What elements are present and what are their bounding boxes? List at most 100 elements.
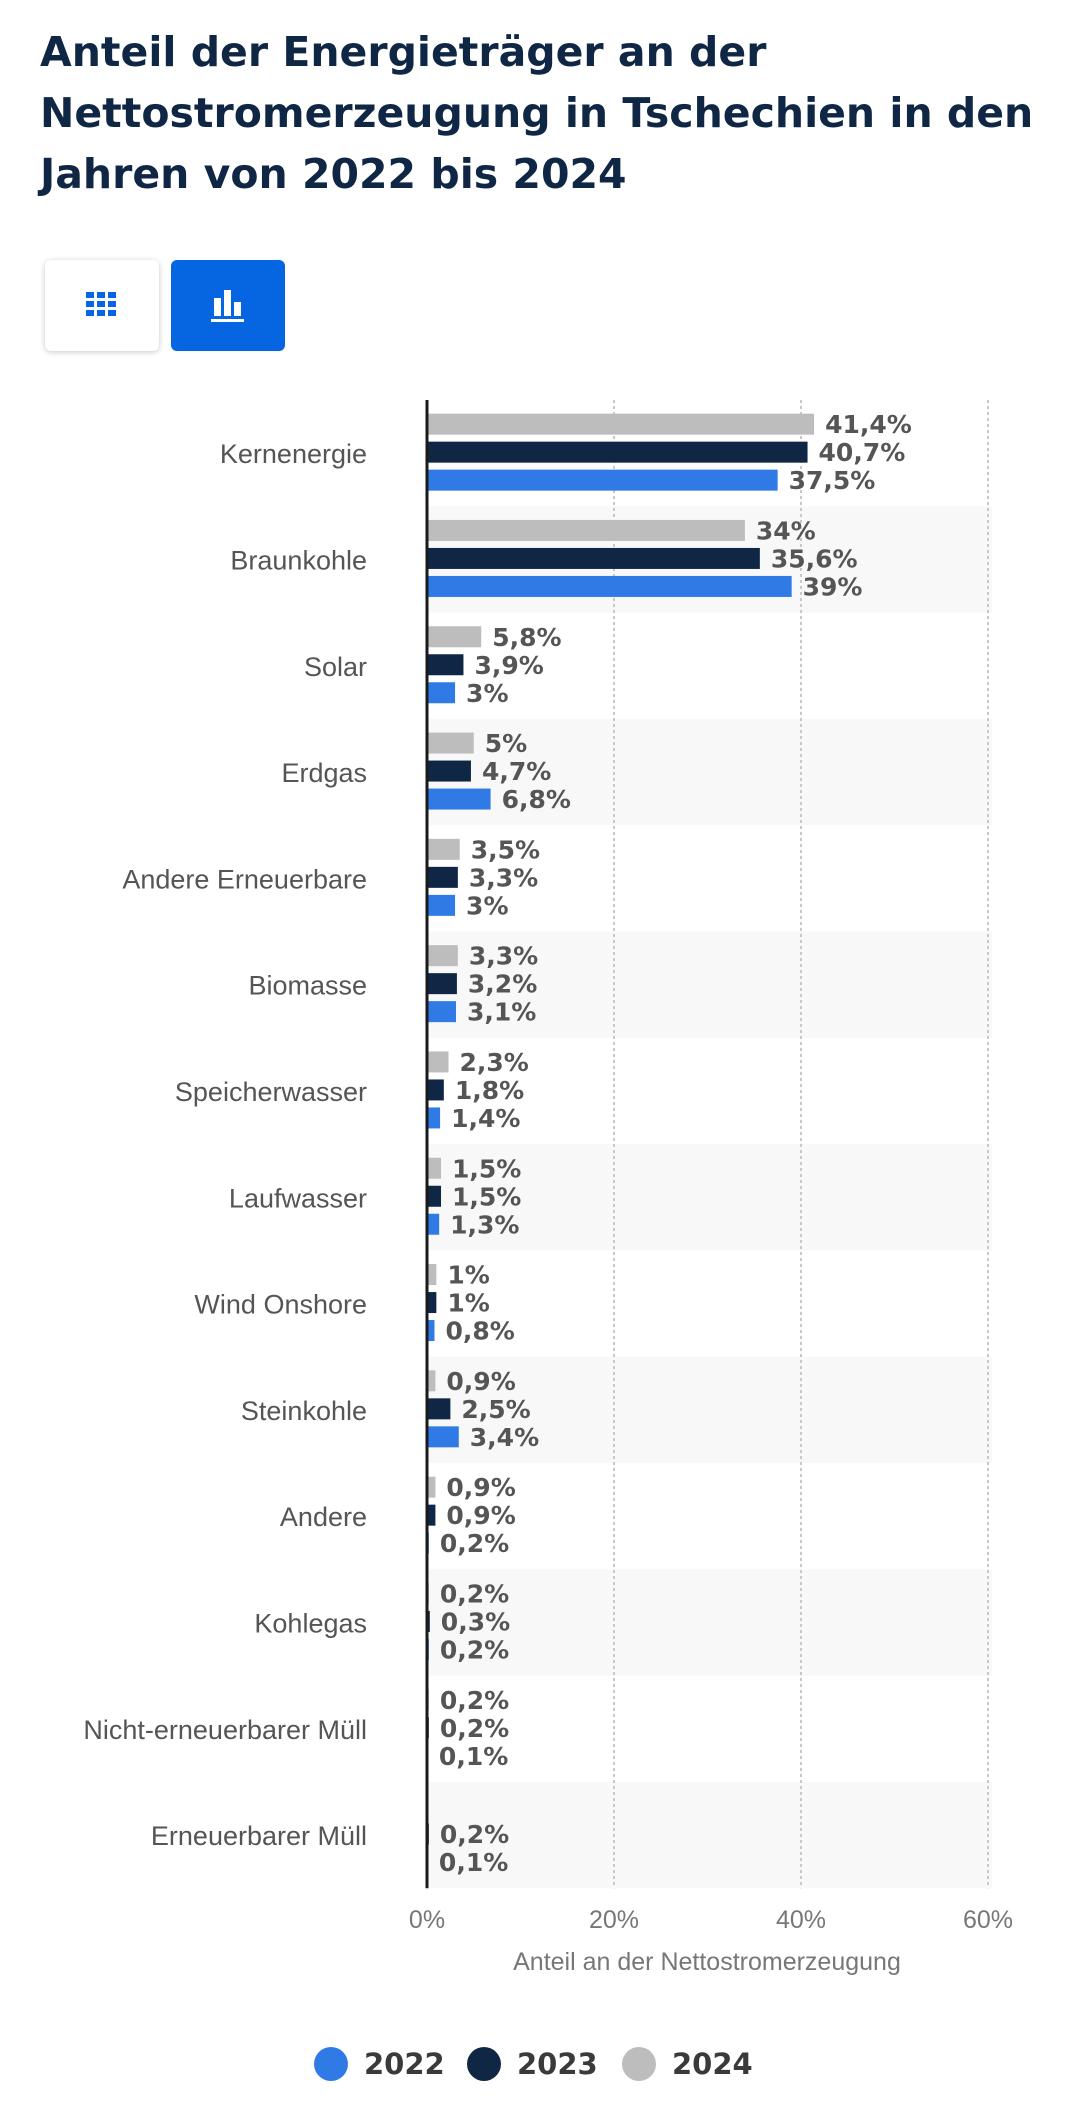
- data-label-2023-erdgas: 4,7%: [482, 757, 551, 786]
- data-label-2023-andere: 0,9%: [446, 1501, 515, 1530]
- legend-label-2024: 2024: [672, 2047, 753, 2081]
- category-band: [427, 1569, 992, 1676]
- data-label-2022-andere: 0,2%: [440, 1529, 509, 1558]
- data-label-2024-steinkohle: 0,9%: [446, 1367, 515, 1396]
- bar-2022-kernenergie[interactable]: [427, 469, 778, 491]
- category-band: [427, 1356, 992, 1463]
- bar-2023-solar[interactable]: [427, 654, 464, 676]
- category-label-kohlegas: Kohlegas: [254, 1608, 367, 1638]
- bar-2023-speicherwasser[interactable]: [427, 1079, 444, 1101]
- bar-2022-steinkohle[interactable]: [427, 1426, 459, 1448]
- bar-2023-wind-onshore[interactable]: [427, 1292, 437, 1314]
- bar-2023-kernenergie[interactable]: [427, 441, 808, 463]
- bar-2022-wind-onshore[interactable]: [427, 1320, 435, 1342]
- data-label-2022-erdgas: 6,8%: [502, 785, 571, 814]
- legend-swatch-2023: [467, 2047, 501, 2081]
- category-label-erneuerbarer-muell: Erneuerbarer Müll: [151, 1821, 367, 1851]
- category-band: [427, 1781, 992, 1889]
- bar-chart-icon: [211, 290, 244, 322]
- data-label-2022-laufwasser: 1,3%: [450, 1210, 519, 1239]
- data-label-2023-laufwasser: 1,5%: [452, 1182, 521, 1211]
- bar-2022-speicherwasser[interactable]: [427, 1107, 441, 1129]
- category-band: [427, 1144, 992, 1251]
- bar-2022-biomasse[interactable]: [427, 1001, 456, 1023]
- data-label-2024-kernenergie: 41,4%: [825, 410, 912, 439]
- bar-2024-kernenergie[interactable]: [427, 413, 815, 435]
- data-label-2024-erdgas: 5%: [485, 729, 527, 758]
- legend-label-2022: 2022: [364, 2047, 445, 2081]
- bar-2023-erdgas[interactable]: [427, 760, 471, 782]
- bar-2024-speicherwasser[interactable]: [427, 1051, 449, 1073]
- legend-swatch-2022: [314, 2047, 348, 2081]
- data-label-2023-biomasse: 3,2%: [468, 970, 537, 999]
- bar-2024-wind-onshore[interactable]: [427, 1264, 437, 1286]
- data-label-2024-kohlegas: 0,2%: [440, 1579, 509, 1608]
- x-tick-label: 60%: [963, 1906, 1013, 1934]
- data-label-2024-andere-erneuerbare: 3,5%: [471, 835, 540, 864]
- bar-2024-andere[interactable]: [427, 1476, 436, 1498]
- category-label-speicherwasser: Speicherwasser: [175, 1077, 367, 1107]
- category-label-steinkohle: Steinkohle: [241, 1396, 367, 1426]
- legend: 2022 2023 2024: [0, 2035, 1080, 2095]
- data-label-2022-speicherwasser: 1,4%: [451, 1104, 520, 1133]
- category-label-wind-onshore: Wind Onshore: [194, 1290, 367, 1320]
- category-label-andere-erneuerbare: Andere Erneuerbare: [122, 864, 367, 894]
- bar-2023-laufwasser[interactable]: [427, 1185, 442, 1207]
- table-view-button[interactable]: [45, 260, 159, 351]
- bar-2023-braunkohle[interactable]: [427, 547, 760, 569]
- legend-swatch-2024: [622, 2047, 656, 2081]
- data-label-2024-nicht-erneuerbarer-muell: 0,2%: [440, 1686, 509, 1715]
- data-label-2024-braunkohle: 34%: [756, 516, 816, 545]
- category-label-braunkohle: Braunkohle: [230, 545, 367, 575]
- bar-2023-andere-erneuerbare[interactable]: [427, 866, 458, 888]
- bar-2022-laufwasser[interactable]: [427, 1213, 440, 1235]
- data-label-2022-steinkohle: 3,4%: [470, 1423, 539, 1452]
- data-label-2022-solar: 3%: [466, 679, 508, 708]
- bar-2024-laufwasser[interactable]: [427, 1157, 442, 1179]
- bar-2022-solar[interactable]: [427, 682, 456, 704]
- x-tick-label: 0%: [409, 1906, 445, 1934]
- data-label-2023-nicht-erneuerbarer-muell: 0,2%: [440, 1714, 509, 1743]
- category-label-kernenergie: Kernenergie: [220, 439, 367, 469]
- chart-title: Anteil der Energieträger an der Nettostr…: [40, 28, 1034, 198]
- data-label-2024-solar: 5,8%: [492, 623, 561, 652]
- bar-2023-steinkohle[interactable]: [427, 1398, 451, 1420]
- data-label-2023-kohlegas: 0,3%: [441, 1607, 510, 1636]
- bar-2023-andere[interactable]: [427, 1504, 436, 1526]
- category-label-laufwasser: Laufwasser: [229, 1183, 367, 1213]
- bar-chart: Kernenergie41,4%40,7%37,5%Braunkohle34%3…: [83, 400, 1013, 1976]
- data-label-2022-wind-onshore: 0,8%: [445, 1317, 514, 1346]
- data-label-2024-biomasse: 3,3%: [469, 942, 538, 971]
- category-band: [427, 931, 992, 1038]
- bar-2022-erdgas[interactable]: [427, 788, 491, 810]
- data-label-2024-wind-onshore: 1%: [447, 1261, 489, 1290]
- data-label-2023-braunkohle: 35,6%: [771, 544, 858, 573]
- data-label-2022-nicht-erneuerbarer-muell: 0,1%: [439, 1742, 508, 1771]
- bar-2024-andere-erneuerbare[interactable]: [427, 838, 460, 860]
- x-tick-label: 20%: [589, 1906, 639, 1934]
- bar-2024-steinkohle[interactable]: [427, 1370, 436, 1392]
- data-label-2022-kohlegas: 0,2%: [440, 1635, 509, 1664]
- data-label-2024-speicherwasser: 2,3%: [460, 1048, 529, 1077]
- bar-2022-braunkohle[interactable]: [427, 575, 792, 597]
- data-label-2024-laufwasser: 1,5%: [452, 1154, 521, 1183]
- data-label-2023-steinkohle: 2,5%: [461, 1395, 530, 1424]
- bar-2024-solar[interactable]: [427, 626, 482, 648]
- category-band: [427, 718, 992, 826]
- category-label-andere: Andere: [280, 1502, 367, 1532]
- data-label-2022-andere-erneuerbare: 3%: [466, 891, 508, 920]
- bar-2024-erdgas[interactable]: [427, 732, 474, 754]
- data-label-2022-erneuerbarer-muell: 0,1%: [439, 1848, 508, 1877]
- category-label-biomasse: Biomasse: [248, 971, 367, 1001]
- bar-2023-biomasse[interactable]: [427, 973, 457, 995]
- bar-2024-braunkohle[interactable]: [427, 519, 745, 541]
- category-label-erdgas: Erdgas: [281, 758, 367, 788]
- bar-2022-andere-erneuerbare[interactable]: [427, 894, 456, 916]
- data-label-2023-erneuerbarer-muell: 0,2%: [440, 1820, 509, 1849]
- x-axis-title: Anteil an der Nettostromerzeugung: [513, 1948, 901, 1976]
- data-label-2022-braunkohle: 39%: [803, 572, 863, 601]
- data-label-2024-andere: 0,9%: [446, 1473, 515, 1502]
- chart-view-button[interactable]: [171, 260, 285, 351]
- data-label-2023-andere-erneuerbare: 3,3%: [469, 863, 538, 892]
- bar-2024-biomasse[interactable]: [427, 945, 458, 967]
